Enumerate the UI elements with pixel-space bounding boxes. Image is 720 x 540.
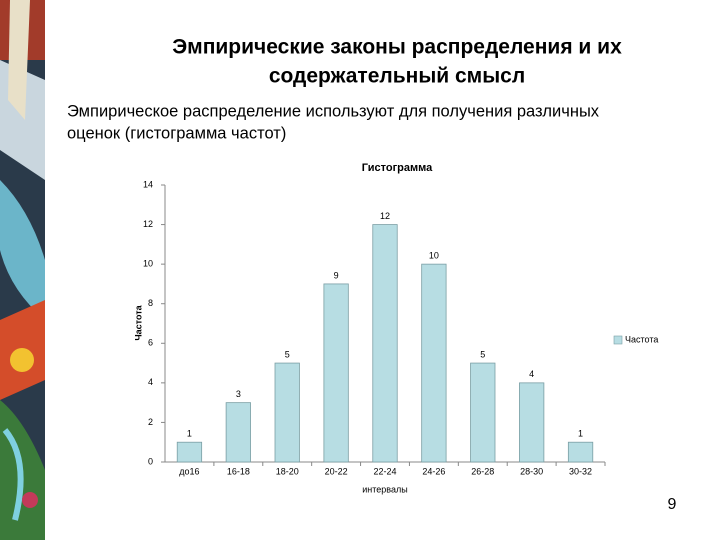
- bar: [519, 382, 545, 463]
- data-label: 5: [285, 349, 290, 359]
- x-axis-label: интервалы: [362, 484, 407, 494]
- page-number: 9: [668, 496, 677, 513]
- legend-label: Частота: [625, 334, 658, 344]
- data-label: 1: [578, 429, 583, 439]
- y-tick-label: 6: [148, 338, 153, 348]
- bar: [567, 441, 594, 463]
- y-tick-label: 8: [148, 298, 153, 308]
- bar: [225, 402, 251, 463]
- bar: [323, 283, 349, 463]
- bar: [421, 263, 447, 463]
- data-label: 5: [480, 349, 485, 359]
- bar: [470, 362, 496, 463]
- slide-title: содержательный смысл: [269, 65, 525, 88]
- data-label: 9: [334, 270, 339, 280]
- y-tick-label: 12: [143, 219, 153, 229]
- y-tick-label: 10: [143, 259, 153, 269]
- data-label: 12: [380, 211, 390, 221]
- x-tick-label: 16-18: [227, 466, 250, 476]
- legend-swatch: [613, 335, 623, 345]
- body-text: оценок (гистограмма частот): [67, 124, 286, 142]
- bar: [176, 441, 203, 463]
- chart-title: Гистограмма: [362, 162, 433, 174]
- x-tick-label: 26-28: [471, 466, 494, 476]
- bar: [274, 362, 300, 463]
- x-tick-label: до16: [179, 466, 199, 476]
- y-tick-label: 14: [143, 179, 153, 189]
- y-tick-label: 2: [148, 417, 153, 427]
- bar: [372, 224, 398, 463]
- body-text: Эмпирическое распределение используют дл…: [67, 102, 600, 120]
- y-tick-label: 4: [148, 377, 153, 387]
- x-tick-label: 28-30: [520, 466, 543, 476]
- data-label: 10: [429, 251, 439, 261]
- x-tick-label: 20-22: [325, 466, 348, 476]
- data-label: 4: [529, 369, 534, 379]
- data-label: 3: [236, 389, 241, 399]
- data-label: 1: [187, 429, 192, 439]
- x-tick-label: 30-32: [569, 466, 592, 476]
- x-tick-label: 22-24: [373, 466, 396, 476]
- y-axis-label: Частота: [133, 304, 143, 340]
- slide-title: Эмпирические законы распределения и их: [172, 36, 622, 59]
- y-tick-label: 0: [148, 456, 153, 466]
- x-tick-label: 24-26: [422, 466, 445, 476]
- decorative-art: [0, 0, 45, 540]
- x-tick-label: 18-20: [276, 466, 299, 476]
